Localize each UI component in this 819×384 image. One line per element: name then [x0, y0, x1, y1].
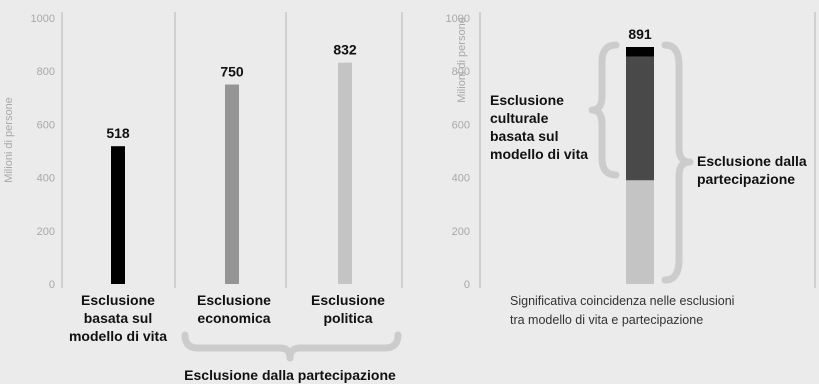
right-bracket-label-line-2: partecipazione	[697, 171, 795, 187]
right-curly-bracket	[661, 41, 694, 284]
category-label-1: Esclusione basata sul modello di vita	[69, 292, 167, 344]
right-y-tick-3: 600	[452, 119, 470, 131]
right-y-tick-5: 1000	[446, 13, 470, 25]
bar-1-value-label: 518	[106, 125, 130, 141]
left-chart: 0 200 400 600 800 1000 Milioni di persone 518…	[3, 12, 403, 383]
stack-total-label: 891	[628, 26, 652, 42]
left-bracket-label-line-1: Esclusione	[490, 92, 564, 108]
left-y-ticks: 0 200 400 600 800 1000	[31, 13, 55, 291]
category-label-1-line-2: basata sul	[84, 310, 152, 326]
category-label-3-line-2: politica	[323, 310, 372, 326]
left-y-axis-title: Milioni di persone	[3, 97, 15, 183]
bar-2-value-label: 750	[220, 64, 244, 80]
right-bracket-label-line-1: Esclusione dalla	[697, 153, 807, 169]
category-label-3-line-1: Esclusione	[311, 292, 385, 308]
left-bracket-label: Esclusione culturale basata sul modello …	[490, 92, 588, 162]
stack-segment-2	[626, 56, 654, 181]
right-y-tick-4: 800	[452, 66, 470, 78]
category-label-3: Esclusione politica	[311, 292, 385, 326]
category-label-1-line-3: modello di vita	[69, 328, 167, 344]
bar-1	[111, 146, 125, 284]
category-label-2-line-1: Esclusione	[197, 292, 271, 308]
right-y-tick-1: 200	[452, 226, 470, 238]
stacked-bar: 891	[626, 26, 654, 284]
category-label-1-line-1: Esclusione	[81, 292, 155, 308]
right-y-ticks: 0 200 400 600 800 1000	[446, 13, 470, 291]
stack-segment-1	[626, 180, 654, 284]
left-y-tick-5: 1000	[31, 13, 55, 25]
left-y-tick-3: 600	[37, 119, 55, 131]
right-y-tick-2: 400	[452, 173, 470, 185]
left-y-tick-2: 400	[37, 173, 55, 185]
category-label-2: Esclusione economica	[197, 292, 271, 326]
left-bracket-label-line-2: culturale	[490, 110, 549, 126]
stack-segment-3	[626, 46, 654, 57]
right-chart: 0 200 400 600 800 1000 Milioni di persone 891…	[446, 12, 816, 327]
caption-line-2: tra modello di vita e partecipazione	[510, 313, 703, 327]
caption: Significativa coincidenza nelle esclusio…	[510, 294, 734, 327]
bar-3	[338, 62, 352, 284]
right-bracket-label: Esclusione dalla partecipazione	[697, 153, 807, 187]
bar-3-value-label: 832	[333, 42, 357, 58]
left-bracket-label-line-3: basata sul	[490, 128, 558, 144]
right-y-tick-0: 0	[464, 279, 470, 291]
left-curly-bracket	[588, 41, 620, 179]
group-bracket	[181, 331, 402, 362]
left-bracket-label-line-4: modello di vita	[490, 146, 588, 162]
left-bars: 518 750 832	[106, 42, 357, 284]
category-label-2-line-2: economica	[197, 310, 270, 326]
left-y-tick-4: 800	[37, 66, 55, 78]
bar-2	[225, 84, 239, 284]
left-y-tick-1: 200	[37, 226, 55, 238]
caption-line-1: Significativa coincidenza nelle esclusio…	[510, 294, 734, 308]
left-y-tick-0: 0	[49, 279, 55, 291]
group-bracket-label: Esclusione dalla partecipazione	[184, 367, 396, 383]
right-y-axis-title: Milioni di persone	[456, 17, 468, 103]
